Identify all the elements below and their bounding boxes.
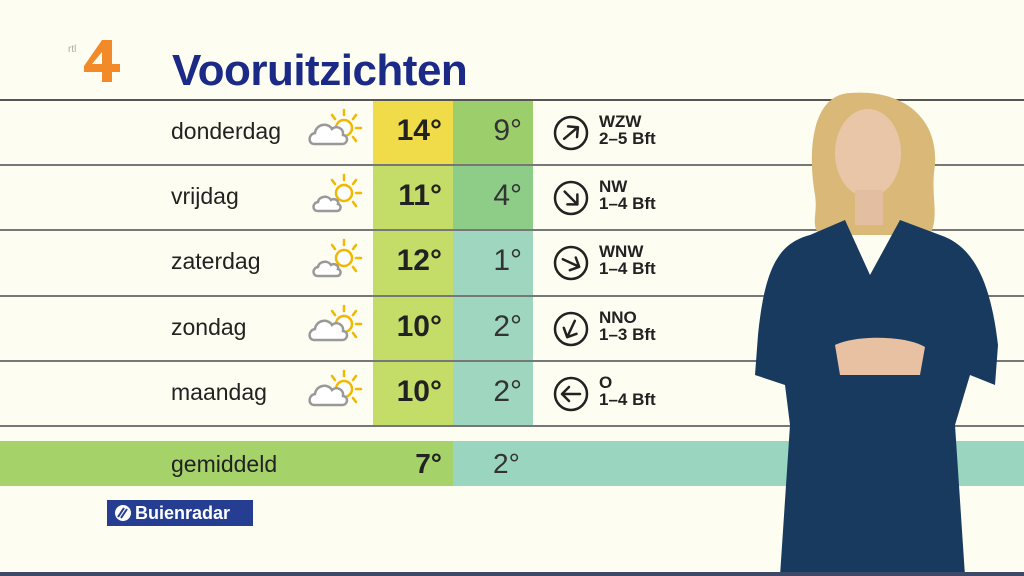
low-temp-cell-bg: [453, 295, 533, 361]
high-temp-cell-bg: [373, 360, 453, 426]
low-temp-cell-bg: [453, 360, 533, 426]
row-divider: [0, 229, 1024, 232]
average-label: gemiddeld: [171, 451, 278, 477]
low-temp-cell-bg: [453, 230, 533, 296]
low-temp: 9°: [493, 114, 522, 147]
row-divider: [0, 359, 1024, 362]
day-label: donderdag: [171, 118, 281, 144]
partly-cloudy-icon: [308, 369, 363, 407]
forecast-row: vrijdag 11° 4° NW 1–4 Bft: [0, 165, 1024, 230]
high-temp-cell-bg: [373, 230, 453, 296]
low-temp: 2°: [493, 374, 522, 408]
high-temp-cell-bg: [373, 295, 453, 361]
sun-cloud-icon: [312, 239, 363, 278]
row-divider: [0, 164, 1024, 167]
day-label: maandag: [171, 378, 267, 405]
sun-cloud-icon: [312, 173, 363, 213]
low-temp: 1°: [493, 244, 522, 278]
high-temp-cell-bg: [373, 100, 453, 166]
low-temp: 2°: [493, 309, 522, 343]
wind-direction: NW: [599, 177, 628, 197]
buienradar-logo: Buienradar: [107, 500, 253, 526]
day-label: vrijdag: [171, 183, 239, 210]
wind-info: NW 1–4 Bft: [599, 178, 656, 212]
low-temp-cell-bg: [453, 100, 533, 166]
low-temp-cell-bg: [453, 165, 533, 231]
wind-direction: NNO: [599, 307, 637, 327]
buienradar-text: Buienradar: [135, 503, 231, 523]
wind-arrow-icon: [553, 115, 589, 151]
page-title: Vooruitzichten: [172, 46, 468, 95]
wind-info: WZW 2–5 Bft: [599, 113, 656, 147]
wind-arrow-icon: [553, 180, 589, 216]
forecast-row: maandag 10° 2° O 1–4 Bft: [0, 361, 1024, 426]
high-temp: 12°: [396, 244, 442, 278]
forecast-row: zaterdag 12° 1° WNW 1–4 Bft: [0, 230, 1024, 295]
wind-force: 1–4 Bft: [599, 259, 656, 279]
average-low: 2°: [493, 448, 520, 479]
low-temp: 4°: [493, 179, 522, 213]
buienradar-icon: [115, 505, 131, 521]
row-divider: [0, 294, 1024, 297]
rtl4-logo: rtl: [68, 40, 120, 82]
row-divider: [0, 99, 1024, 101]
presenter-figure: [755, 92, 998, 576]
wind-force: 1–4 Bft: [599, 389, 656, 409]
wind-arrow-icon: [553, 311, 589, 346]
forecast-row: zondag 10° 2° NNO 1–3 Bft: [0, 296, 1024, 361]
high-temp-cell-bg: [373, 165, 453, 231]
bottom-border: [0, 572, 1024, 576]
wind-force: 1–4 Bft: [599, 194, 656, 214]
wind-direction: O: [599, 372, 613, 392]
wind-direction: WZW: [599, 112, 642, 131]
day-label: zaterdag: [171, 248, 261, 275]
wind-force: 2–5 Bft: [599, 129, 656, 148]
forecast-row: donderdag 14° 9° WZW 2–5 Bft: [0, 100, 1024, 165]
high-temp: 10°: [396, 309, 442, 343]
average-high: 7°: [415, 448, 442, 479]
wind-arrow-icon: [553, 246, 589, 281]
wind-force: 1–3 Bft: [599, 324, 656, 344]
partly-cloudy-icon: [308, 304, 363, 341]
row-divider: [0, 425, 1024, 427]
day-label: zondag: [171, 313, 247, 340]
svg-text:rtl: rtl: [68, 44, 76, 55]
average-high-bar: [0, 441, 453, 486]
wind-arrow-icon: [553, 376, 589, 412]
wind-direction: WNW: [599, 242, 644, 262]
wind-info: WNW 1–4 Bft: [599, 243, 656, 277]
wind-info: O 1–4 Bft: [599, 374, 656, 408]
high-temp: 10°: [396, 374, 442, 408]
partly-cloudy-icon: [308, 108, 363, 146]
high-temp: 11°: [398, 179, 442, 213]
high-temp: 14°: [396, 114, 442, 147]
wind-info: NNO 1–3 Bft: [599, 309, 656, 343]
